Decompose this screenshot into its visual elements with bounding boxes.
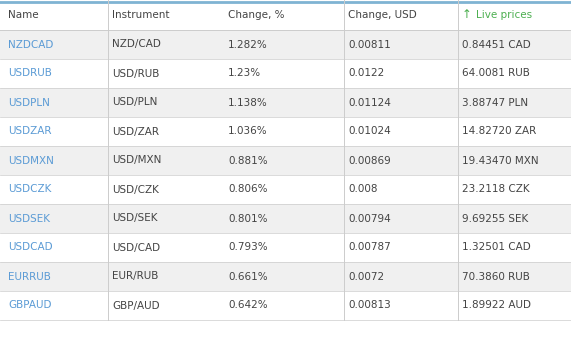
- Text: 19.43470 MXN: 19.43470 MXN: [462, 156, 538, 165]
- Bar: [0, 59, 571, 88]
- Text: 1.138%: 1.138%: [228, 97, 268, 108]
- Text: USDCAD: USDCAD: [8, 243, 53, 253]
- Text: NZD/CAD: NZD/CAD: [112, 39, 161, 50]
- Text: 64.0081 RUB: 64.0081 RUB: [462, 68, 530, 79]
- Text: 14.82720 ZAR: 14.82720 ZAR: [462, 126, 536, 136]
- Text: Live prices: Live prices: [476, 10, 532, 20]
- Text: USDPLN: USDPLN: [8, 97, 50, 108]
- Text: USDZAR: USDZAR: [8, 126, 51, 136]
- Text: 1.32501 CAD: 1.32501 CAD: [462, 243, 531, 253]
- Text: 1.036%: 1.036%: [228, 126, 268, 136]
- Bar: [0, 233, 571, 262]
- Text: GBP/AUD: GBP/AUD: [112, 300, 160, 311]
- Text: Instrument: Instrument: [112, 10, 170, 20]
- Text: USD/CAD: USD/CAD: [112, 243, 160, 253]
- Bar: [0, 291, 571, 320]
- Text: 0.881%: 0.881%: [228, 156, 268, 165]
- Text: USD/PLN: USD/PLN: [112, 97, 158, 108]
- Bar: [0, 30, 571, 59]
- Text: 0.00811: 0.00811: [348, 39, 391, 50]
- Bar: [0, 0, 571, 30]
- Text: USD/CZK: USD/CZK: [112, 185, 159, 194]
- Text: 0.661%: 0.661%: [228, 272, 268, 282]
- Text: 23.2118 CZK: 23.2118 CZK: [462, 185, 530, 194]
- Text: 70.3860 RUB: 70.3860 RUB: [462, 272, 530, 282]
- Text: USD/RUB: USD/RUB: [112, 68, 159, 79]
- Text: 0.00813: 0.00813: [348, 300, 391, 311]
- Text: USDCZK: USDCZK: [8, 185, 51, 194]
- Text: USDRUB: USDRUB: [8, 68, 52, 79]
- Text: 9.69255 SEK: 9.69255 SEK: [462, 214, 528, 223]
- Text: Change, %: Change, %: [228, 10, 284, 20]
- Text: EURRUB: EURRUB: [8, 272, 51, 282]
- Text: USDSEK: USDSEK: [8, 214, 50, 223]
- Text: 0.0072: 0.0072: [348, 272, 384, 282]
- Text: 0.008: 0.008: [348, 185, 377, 194]
- Text: Name: Name: [8, 10, 39, 20]
- Text: 0.642%: 0.642%: [228, 300, 268, 311]
- Bar: [0, 262, 571, 291]
- Bar: [0, 204, 571, 233]
- Text: 1.282%: 1.282%: [228, 39, 268, 50]
- Text: 1.89922 AUD: 1.89922 AUD: [462, 300, 531, 311]
- Text: ↑: ↑: [462, 8, 472, 21]
- Text: USD/ZAR: USD/ZAR: [112, 126, 159, 136]
- Text: 0.00869: 0.00869: [348, 156, 391, 165]
- Text: 0.01124: 0.01124: [348, 97, 391, 108]
- Text: 0.84451 CAD: 0.84451 CAD: [462, 39, 531, 50]
- Text: Change, USD: Change, USD: [348, 10, 417, 20]
- Bar: [0, 117, 571, 146]
- Text: 0.801%: 0.801%: [228, 214, 267, 223]
- Bar: [0, 175, 571, 204]
- Text: 0.00787: 0.00787: [348, 243, 391, 253]
- Text: NZDCAD: NZDCAD: [8, 39, 53, 50]
- Text: 1.23%: 1.23%: [228, 68, 261, 79]
- Bar: [0, 146, 571, 175]
- Text: 0.806%: 0.806%: [228, 185, 267, 194]
- Text: GBPAUD: GBPAUD: [8, 300, 51, 311]
- Text: 0.00794: 0.00794: [348, 214, 391, 223]
- Text: USDMXN: USDMXN: [8, 156, 54, 165]
- Text: EUR/RUB: EUR/RUB: [112, 272, 158, 282]
- Text: 0.0122: 0.0122: [348, 68, 384, 79]
- Text: USD/SEK: USD/SEK: [112, 214, 158, 223]
- Text: 0.01024: 0.01024: [348, 126, 391, 136]
- Bar: [0, 88, 571, 117]
- Text: 0.793%: 0.793%: [228, 243, 268, 253]
- Text: USD/MXN: USD/MXN: [112, 156, 162, 165]
- Text: 3.88747 PLN: 3.88747 PLN: [462, 97, 528, 108]
